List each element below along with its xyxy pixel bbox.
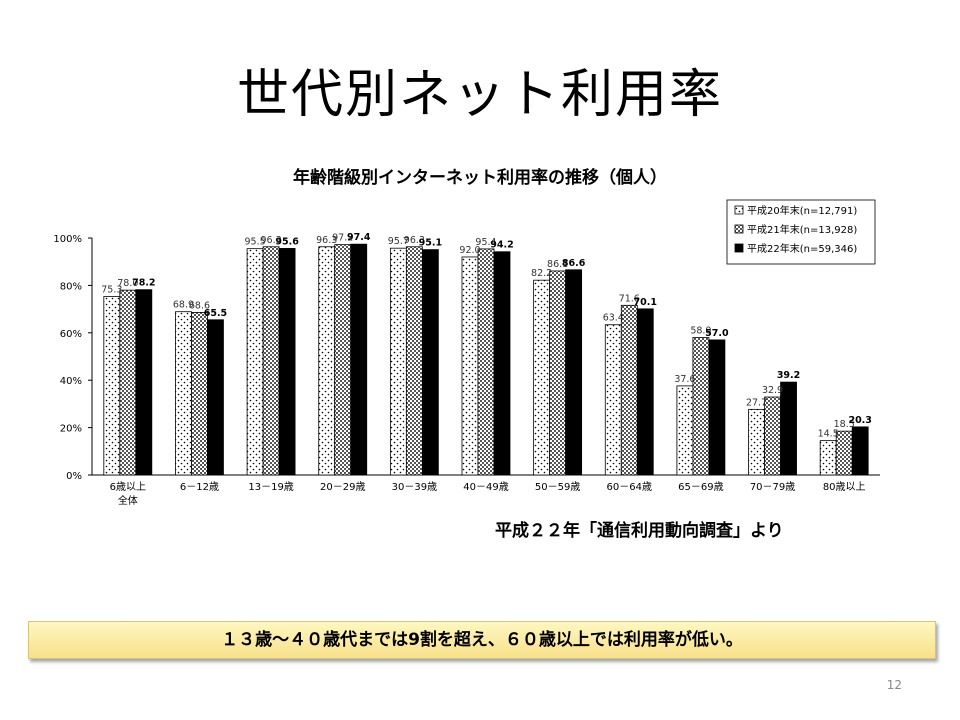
bar — [708, 339, 726, 476]
data-label: 75.3 — [101, 285, 122, 296]
data-label: 95.7 — [388, 236, 409, 247]
data-label: 65.5 — [204, 308, 227, 319]
legend-label: 平成22年末(n=59,346) — [747, 242, 857, 255]
bar — [405, 246, 423, 476]
bar — [461, 256, 479, 476]
conclusion-banner: １３歳～４０歳代までは9割を超え、６０歳以上では利用率が低い。 — [28, 621, 936, 659]
data-label: 58.0 — [690, 326, 711, 337]
data-label: 14.5 — [818, 429, 839, 440]
data-label: 96.3 — [261, 235, 282, 246]
data-label: 96.3 — [316, 235, 337, 246]
data-label: 39.2 — [777, 370, 800, 381]
x-tick-label: 50－59歳 — [535, 481, 580, 493]
x-tick-label: 80歳以上 — [823, 481, 866, 493]
bar — [318, 246, 336, 476]
y-tick-label: 0% — [66, 471, 82, 482]
data-label: 92.0 — [459, 245, 480, 256]
data-label: 94.2 — [490, 240, 513, 251]
legend-label: 平成21年末(n=13,928) — [747, 223, 857, 236]
y-tick-label: 20% — [60, 424, 82, 435]
bar — [851, 426, 869, 476]
data-label: 70.1 — [634, 297, 657, 308]
bar — [262, 246, 280, 476]
x-tick-label: 60－64歳 — [607, 481, 652, 493]
bar — [549, 270, 567, 476]
page-number: 12 — [886, 678, 902, 692]
x-tick-label: 6歳以上 — [110, 481, 146, 493]
data-label: 95.6 — [275, 236, 299, 247]
bar — [477, 248, 495, 476]
data-label: 63.4 — [603, 313, 624, 324]
bar — [278, 248, 296, 476]
bar — [636, 308, 654, 476]
slide-title: 世代別ネット利用率 — [236, 65, 723, 125]
data-label: 95.4 — [475, 237, 496, 248]
data-label: 95.1 — [419, 238, 442, 249]
bar — [191, 312, 208, 476]
y-tick-label: 100% — [53, 234, 82, 245]
bar — [620, 304, 638, 476]
source-note: 平成２２年「通信利用動向調査」より — [495, 521, 784, 541]
bar — [119, 289, 137, 476]
data-label: 86.6 — [562, 258, 586, 269]
bar — [493, 251, 511, 476]
data-label: 97.4 — [347, 232, 371, 243]
data-label: 27.7 — [746, 397, 767, 408]
data-label: 18.5 — [834, 419, 855, 430]
data-label: 82.2 — [531, 268, 552, 279]
bar — [207, 319, 224, 476]
x-tick-label: 30－39歳 — [392, 481, 437, 493]
bar — [780, 381, 797, 476]
bar — [748, 408, 765, 476]
data-label: 78.2 — [132, 278, 155, 289]
data-label: 57.0 — [705, 328, 729, 339]
data-label: 32.9 — [762, 385, 783, 396]
legend-label: 平成20年末(n=12,791) — [747, 204, 857, 217]
x-tick-label: 70－79歳 — [750, 481, 795, 493]
bar — [819, 440, 837, 476]
bar — [389, 247, 407, 476]
x-tick-label: 6－12歳 — [180, 481, 219, 493]
legend-swatch — [734, 224, 744, 234]
legend-swatch — [734, 205, 744, 215]
data-label: 20.3 — [848, 415, 871, 426]
x-tick-label: 13－19歳 — [248, 481, 293, 493]
y-tick-label: 60% — [60, 329, 82, 340]
bar — [533, 279, 551, 476]
y-tick-label: 40% — [60, 376, 82, 387]
bar — [764, 396, 781, 476]
bar — [175, 311, 192, 476]
bar — [334, 244, 352, 476]
data-label: 68.6 — [189, 300, 210, 311]
x-tick-label: 全体 — [118, 494, 138, 507]
data-label: 86.1 — [547, 259, 568, 270]
bar — [350, 243, 368, 476]
data-label: 96.3 — [404, 235, 425, 246]
data-label: 95.5 — [245, 237, 266, 248]
bar — [135, 289, 153, 476]
x-tick-label: 40－49歳 — [463, 481, 508, 493]
bar — [604, 324, 622, 476]
bar — [692, 337, 710, 476]
bar — [246, 248, 264, 476]
bar — [421, 249, 439, 476]
data-label: 37.6 — [674, 374, 695, 385]
data-label: 97.2 — [332, 233, 353, 244]
x-tick-label: 65－69歳 — [678, 481, 723, 493]
bar — [676, 385, 694, 476]
data-label: 78.0 — [117, 278, 138, 289]
bar — [103, 296, 121, 476]
data-label: 68.9 — [173, 300, 194, 311]
y-tick-label: 80% — [60, 281, 82, 292]
data-label: 71.6 — [619, 293, 640, 304]
legend-swatch — [734, 243, 744, 253]
x-tick-label: 20－29歳 — [320, 481, 365, 493]
bar — [565, 269, 583, 476]
legend-box — [726, 199, 876, 265]
chart-title: 年齢階級別インターネット利用率の推移（個人） — [293, 168, 667, 188]
